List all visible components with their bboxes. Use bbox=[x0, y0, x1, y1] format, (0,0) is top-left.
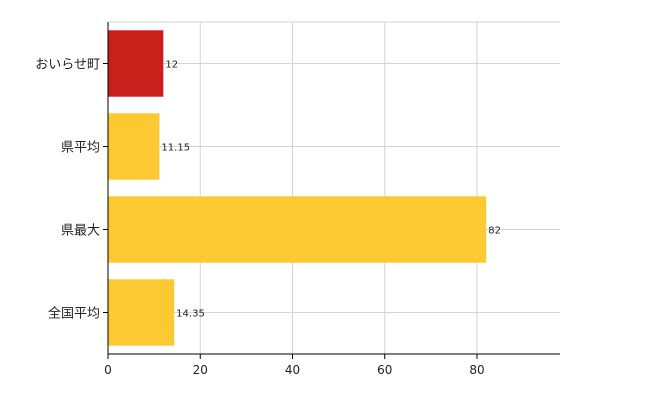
data-label: 14.35 bbox=[176, 309, 205, 320]
x-tick-label: 0 bbox=[104, 363, 112, 377]
category-label: 全国平均 bbox=[48, 306, 100, 322]
bar bbox=[108, 279, 175, 346]
x-tick-label: 20 bbox=[193, 363, 208, 377]
axes bbox=[103, 22, 560, 359]
category-label: 県最大 bbox=[61, 224, 100, 239]
bars bbox=[108, 30, 487, 346]
gridlines bbox=[108, 21, 560, 354]
bar bbox=[108, 113, 160, 180]
bar bbox=[108, 196, 487, 263]
category-label: おいらせ町 bbox=[35, 58, 100, 73]
x-tick-label: 40 bbox=[285, 363, 300, 377]
bar bbox=[108, 30, 164, 97]
category-label: 県平均 bbox=[61, 141, 100, 156]
x-tick-label: 60 bbox=[377, 363, 392, 377]
data-label: 12 bbox=[165, 60, 178, 71]
data-label: 11.15 bbox=[161, 143, 190, 154]
data-label: 82 bbox=[488, 226, 501, 237]
x-tick-label: 80 bbox=[469, 363, 484, 377]
labels: 0 20 40 60 80 おいらせ町 12 県平均 11.15 県最大 82 全国平均 14.35 bbox=[35, 58, 501, 378]
